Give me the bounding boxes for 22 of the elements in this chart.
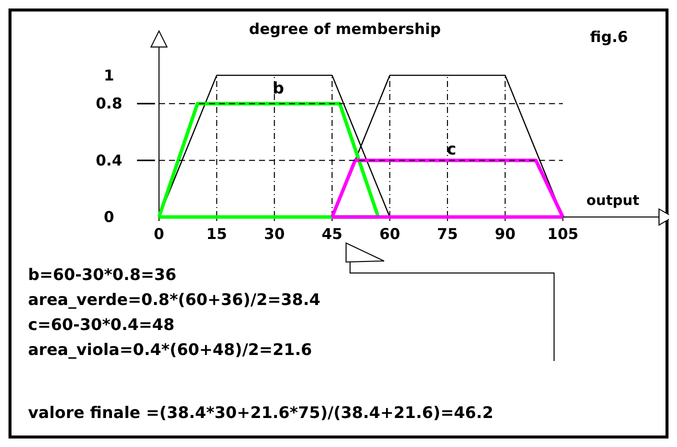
x-tick-label: 30 <box>264 225 285 243</box>
x-tick-label: 0 <box>154 225 164 243</box>
text: area_viola=0.4*(60+48)/2=21.6 <box>28 340 312 359</box>
x-tick-label: 45 <box>322 225 343 243</box>
text: valore finale =(38.4*30+21.6*75)/(38.4+21.6)=46.2 <box>28 403 494 422</box>
y-tick-label: 0.4 <box>96 151 122 170</box>
x-tick-label: 60 <box>379 225 400 243</box>
y-axis-title: degree of membership <box>249 20 442 38</box>
annotation: b <box>272 78 284 98</box>
x-tick-label: 15 <box>206 225 228 243</box>
y-tick-label: 0 <box>104 208 114 226</box>
x-tick-label: 90 <box>494 225 516 243</box>
y-tick-label: 1 <box>104 66 114 84</box>
x-axis-title: output <box>586 193 640 209</box>
y-tick-label: 0.8 <box>96 94 122 113</box>
annotation: c <box>446 139 456 158</box>
caption: fig.6 <box>590 28 628 46</box>
text: c=60-30*0.4=48 <box>28 315 174 334</box>
x-tick-label: 75 <box>437 225 458 243</box>
text: area_verde=0.8*(60+36)/2=38.4 <box>28 290 320 309</box>
text: b=60-30*0.8=36 <box>28 265 176 284</box>
x-tick-label: 105 <box>547 225 578 243</box>
